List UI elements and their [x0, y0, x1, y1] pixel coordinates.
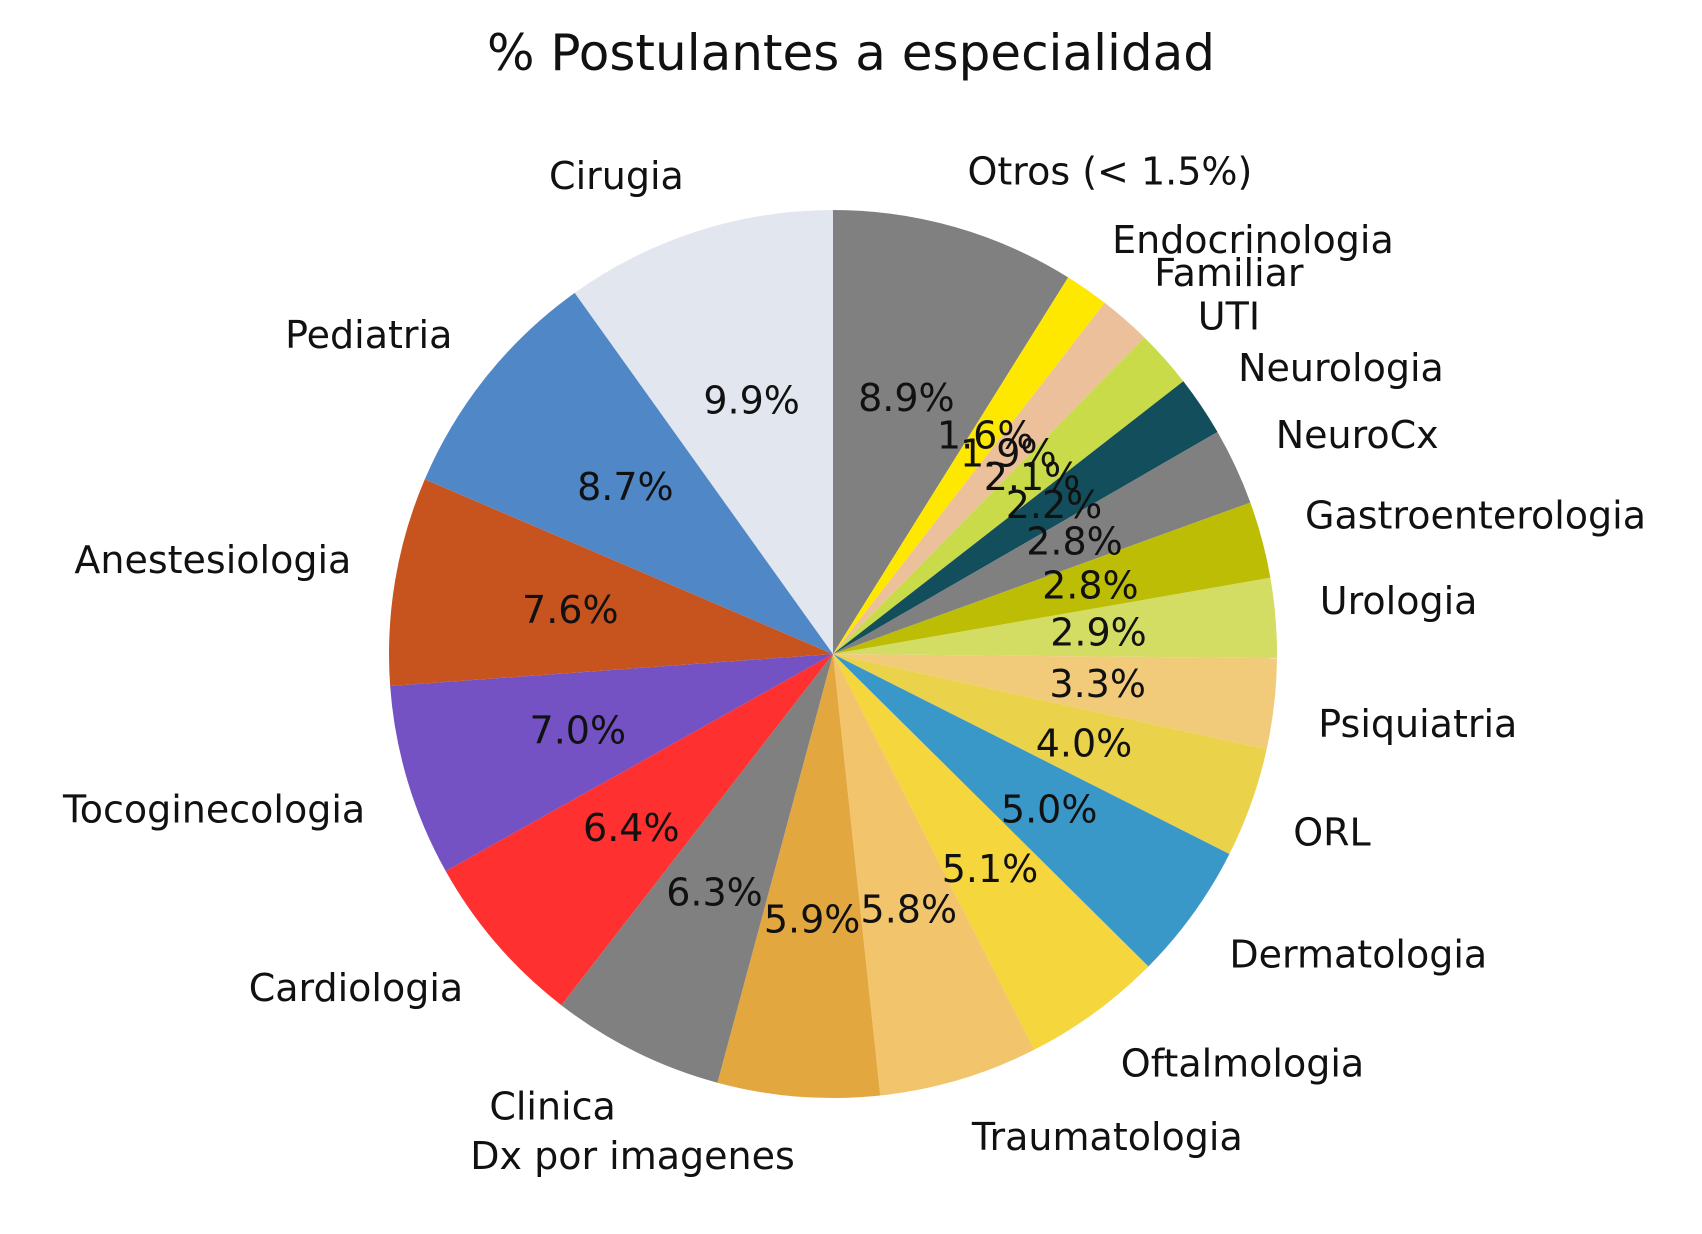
- category-label-otros-1-5: Otros (< 1.5%): [968, 150, 1253, 194]
- pct-label-dx-por-imagenes: 5.9%: [764, 898, 861, 942]
- pct-label-neurocx: 2.8%: [1026, 520, 1123, 564]
- pct-label-cirugia: 9.9%: [703, 378, 800, 422]
- category-label-neurologia: Neurologia: [1238, 346, 1444, 390]
- category-label-dx-por-imagenes: Dx por imagenes: [470, 1134, 795, 1178]
- category-label-clinica: Clinica: [489, 1084, 615, 1128]
- pct-label-oftalmologia: 5.1%: [942, 847, 1039, 891]
- pct-label-familiar: 1.9%: [960, 431, 1057, 475]
- pct-label-dermatologia: 5.0%: [1001, 788, 1098, 832]
- pie-slice-endocrinologia: [833, 277, 1105, 654]
- category-label-cirugia: Cirugia: [549, 154, 684, 198]
- pct-label-neurologia: 2.2%: [1006, 483, 1103, 527]
- pct-label-tocoginecologia: 7.0%: [530, 709, 627, 753]
- pie-slice-anestesiologia: [388, 479, 833, 686]
- pct-label-pediatria: 8.7%: [577, 465, 674, 509]
- pct-label-uti: 2.1%: [984, 455, 1081, 499]
- pie-slice-familiar: [833, 302, 1145, 654]
- pct-label-endocrinologia: 1.6%: [937, 413, 1034, 457]
- pct-label-gastroenterologia: 2.8%: [1042, 564, 1139, 608]
- pie-slice-neurocx: [833, 432, 1251, 654]
- chart-title: % Postulantes a especialidad: [486, 24, 1215, 82]
- pie-slice-neurologia: [833, 381, 1218, 654]
- pie-slice-dermatologia: [833, 654, 1230, 967]
- category-label-anestesiologia: Anestesiologia: [74, 538, 351, 582]
- pct-label-psiquiatria: 3.3%: [1049, 662, 1146, 706]
- category-label-endocrinologia: Endocrinologia: [1112, 218, 1394, 262]
- pct-label-otros-1-5: 8.9%: [858, 376, 955, 420]
- pie-slice-tocoginecologia: [390, 654, 833, 872]
- pie-slice-gastroenterologia: [833, 502, 1271, 654]
- pie-slice-cirugia: [574, 210, 833, 654]
- category-label-orl: ORL: [1293, 811, 1370, 855]
- category-label-neurocx: NeuroCx: [1276, 413, 1439, 457]
- category-label-pediatria: Pediatria: [285, 313, 452, 357]
- category-label-psiquiatria: Psiquiatria: [1318, 702, 1517, 746]
- pie-slice-dx-por-imagenes: [717, 654, 881, 1099]
- pie-slice-clinica: [561, 654, 833, 1083]
- pct-label-anestesiologia: 7.6%: [522, 588, 619, 632]
- category-label-oftalmologia: Oftalmologia: [1121, 1042, 1364, 1086]
- pct-label-cardiologia: 6.4%: [583, 806, 680, 850]
- pie-slice-orl: [833, 654, 1267, 854]
- category-label-familiar: Familiar: [1154, 251, 1304, 295]
- category-label-traumatologia: Traumatologia: [971, 1115, 1243, 1159]
- pie-slice-oftalmologia: [833, 654, 1149, 1050]
- category-label-cardiologia: Cardiologia: [249, 966, 463, 1010]
- pie-slice-otros-1-5: [833, 210, 1069, 654]
- category-label-urologia: Urologia: [1320, 579, 1478, 623]
- pie-slice-traumatologia: [833, 654, 1035, 1096]
- pct-label-clinica: 6.3%: [666, 871, 763, 915]
- pie-slice-cardiologia: [445, 654, 833, 1006]
- category-label-gastroenterologia: Gastroenterologia: [1305, 493, 1646, 537]
- pie-slice-psiquiatria: [833, 654, 1277, 750]
- pie-slice-uti: [833, 337, 1184, 654]
- pct-label-orl: 4.0%: [1036, 721, 1133, 765]
- pct-label-urologia: 2.9%: [1050, 610, 1147, 654]
- pct-label-traumatologia: 5.8%: [861, 887, 958, 931]
- pie-slice-pediatria: [424, 292, 833, 654]
- category-label-uti: UTI: [1198, 294, 1260, 338]
- category-label-dermatologia: Dermatologia: [1229, 932, 1487, 976]
- pie-slice-urologia: [833, 577, 1277, 659]
- category-label-tocoginecologia: Tocoginecologia: [62, 787, 365, 831]
